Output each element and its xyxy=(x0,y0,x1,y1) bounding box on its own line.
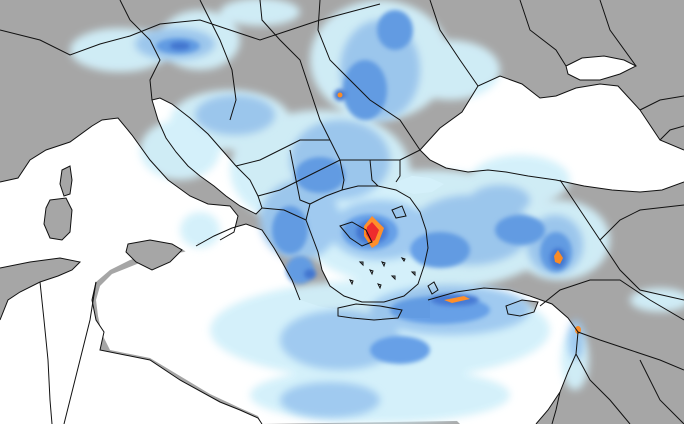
coast-sicily xyxy=(125,239,183,271)
extreme-core-anatolia xyxy=(554,250,563,264)
extreme-core-levant xyxy=(575,326,581,334)
coastline-italy-south xyxy=(195,223,301,301)
coastline-azov xyxy=(565,55,638,81)
coast-cyclades xyxy=(349,257,416,290)
border-caspian-caucasus xyxy=(639,95,684,141)
coastline-aegean xyxy=(305,185,429,303)
extreme-core-carpathians xyxy=(337,92,343,98)
coast-crete xyxy=(337,303,403,321)
sardinia xyxy=(44,198,72,240)
coastline-adriatic xyxy=(151,97,263,215)
coast-corsica xyxy=(59,165,73,197)
borders-north-africa xyxy=(39,281,561,424)
coast-euboea xyxy=(339,221,373,247)
coastline-anatolia-south xyxy=(427,287,531,301)
coastline-black-sea xyxy=(419,75,684,193)
coastline-libya xyxy=(91,281,263,424)
precipitation-overlay xyxy=(70,0,684,423)
borders-europe-north xyxy=(0,0,637,151)
coast-rhodes xyxy=(427,281,439,295)
coastline-western-med xyxy=(0,117,239,241)
corsica xyxy=(60,166,72,196)
borders-balkans xyxy=(235,139,421,221)
coastline-north-africa xyxy=(0,257,82,321)
extreme-core-crete-sea xyxy=(444,296,470,303)
borders-anatolia-east xyxy=(539,179,684,424)
coast-cyprus xyxy=(505,299,539,317)
coast-lesbos xyxy=(391,205,407,219)
coast-sardinia xyxy=(43,197,73,241)
